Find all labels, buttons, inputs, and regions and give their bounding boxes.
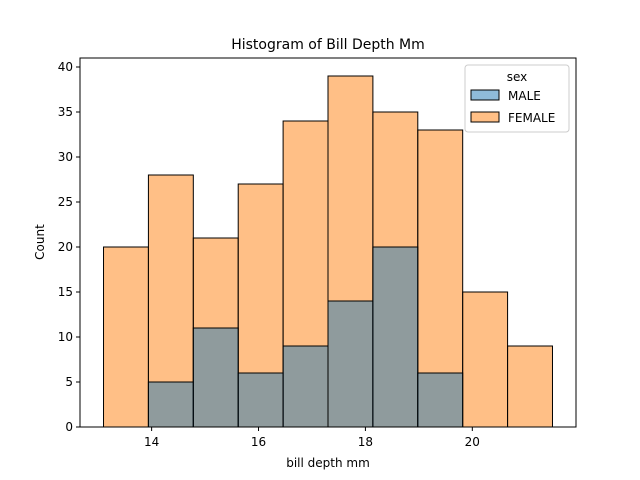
x-axis: 14 16 18 20 — [144, 427, 480, 449]
y-tick-label: 30 — [58, 150, 73, 164]
bar-male-4 — [282, 345, 329, 428]
y-tick-label: 40 — [58, 60, 73, 74]
x-tick-label: 16 — [251, 435, 266, 449]
plot-frame — [79, 57, 577, 428]
y-tick-label: 25 — [58, 195, 73, 209]
bar-female-0 — [103, 246, 149, 428]
bars-layer — [103, 75, 553, 428]
y-axis: 0 5 10 15 20 25 30 35 40 — [58, 60, 80, 434]
y-tick-label: 5 — [65, 375, 73, 389]
legend-label-female: FEMALE — [508, 111, 555, 125]
chart-title: Histogram of Bill Depth Mm — [231, 37, 425, 53]
bar-male-7 — [417, 372, 464, 428]
bar-male-3 — [237, 372, 284, 428]
y-tick-label: 15 — [58, 285, 73, 299]
x-tick-label: 18 — [358, 435, 373, 449]
bar-male-1 — [147, 381, 194, 428]
bar-male-6 — [372, 246, 419, 428]
y-tick-label: 10 — [58, 330, 73, 344]
y-tick-label: 20 — [58, 240, 73, 254]
bar-female-9 — [507, 345, 553, 428]
x-tick-label: 14 — [144, 435, 159, 449]
legend-label-male: MALE — [508, 89, 541, 103]
legend-swatch-male — [470, 89, 500, 101]
x-tick-label: 20 — [465, 435, 480, 449]
legend-title: sex — [507, 70, 528, 84]
y-tick-label: 35 — [58, 105, 73, 119]
bar-male-5 — [327, 300, 374, 428]
bar-male-2 — [192, 327, 239, 428]
x-axis-label: bill depth mm — [286, 456, 370, 470]
bar-female-8 — [462, 291, 509, 428]
y-axis-label: Count — [33, 224, 47, 260]
legend-swatch-female — [470, 111, 500, 123]
legend: sex MALE FEMALE — [464, 64, 570, 133]
y-tick-label: 0 — [65, 420, 73, 434]
